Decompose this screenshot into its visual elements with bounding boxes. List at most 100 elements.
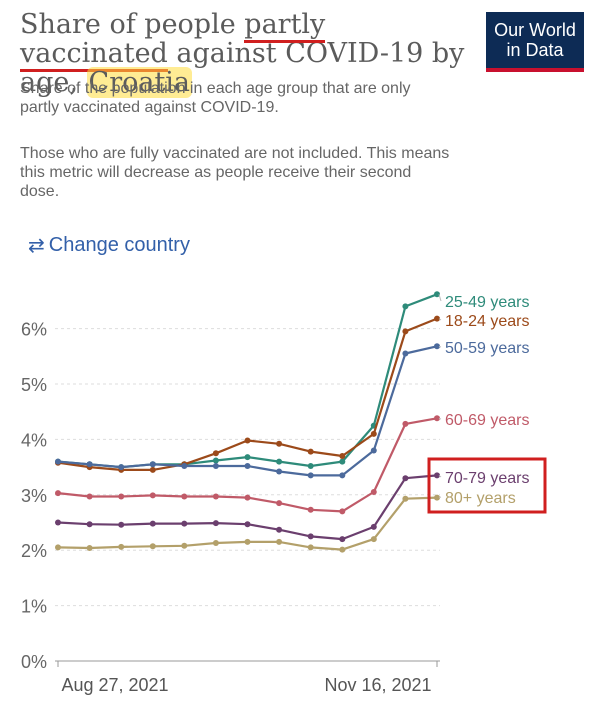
data-point — [307, 533, 314, 540]
data-point — [434, 415, 440, 422]
label-leader — [438, 294, 442, 302]
data-point — [307, 472, 314, 479]
title-part1: Share of people — [20, 9, 245, 40]
data-point — [434, 343, 440, 350]
data-point — [244, 521, 251, 528]
data-point — [402, 475, 409, 482]
data-point — [370, 489, 377, 495]
data-point — [402, 495, 409, 502]
data-point — [244, 437, 251, 444]
data-point — [118, 521, 125, 528]
data-point — [370, 430, 377, 437]
data-point — [339, 508, 346, 515]
data-point — [118, 464, 125, 471]
swap-arrows-icon: ⇄ — [28, 235, 45, 257]
data-point — [212, 540, 219, 546]
data-point — [434, 472, 440, 479]
data-point — [339, 453, 346, 459]
data-point — [276, 440, 283, 447]
data-point — [212, 493, 219, 500]
y-tick-label: 6% — [21, 320, 47, 340]
series-label: 80+ years — [445, 490, 516, 507]
data-point — [276, 526, 283, 533]
owid-logo[interactable]: Our World in Data — [486, 12, 584, 72]
data-point — [244, 454, 251, 461]
chart-subtitle: Share of the population in each age grou… — [20, 80, 411, 116]
data-point — [181, 463, 188, 469]
data-point — [149, 492, 156, 499]
y-tick-label: 3% — [21, 486, 47, 506]
series-label: 25-49 years — [445, 294, 530, 311]
change-country-label: Change country — [48, 234, 190, 256]
data-point — [370, 523, 377, 530]
data-point — [370, 447, 377, 454]
data-point — [339, 546, 346, 553]
data-point — [244, 538, 251, 545]
data-point — [370, 536, 377, 543]
data-point — [434, 291, 440, 298]
series-label: 60-69 years — [445, 412, 530, 429]
data-point — [276, 538, 283, 545]
data-point — [181, 520, 188, 527]
y-tick-label: 4% — [21, 430, 47, 450]
data-point — [181, 493, 188, 500]
label-leader — [438, 475, 442, 478]
data-point — [402, 350, 409, 357]
data-point — [307, 463, 314, 469]
chart-title: Share of people partly vaccinated agains… — [20, 9, 470, 98]
data-point — [307, 506, 314, 513]
data-point — [244, 494, 251, 501]
data-point — [149, 520, 156, 527]
data-point — [244, 463, 251, 469]
y-tick-label: 0% — [21, 652, 47, 672]
data-point — [212, 463, 219, 469]
data-point — [402, 328, 409, 335]
data-point — [86, 521, 93, 528]
y-tick-label: 1% — [21, 597, 47, 617]
title-highlight: partly vaccinated — [20, 9, 326, 72]
series-label: 70-79 years — [445, 470, 530, 487]
data-point — [402, 420, 409, 427]
data-point — [402, 303, 409, 310]
series-label: 18-24 years — [445, 313, 530, 330]
label-leader — [438, 496, 442, 499]
data-point — [434, 315, 440, 322]
label-leader — [438, 417, 442, 420]
logo-line1: Our World — [494, 20, 576, 40]
data-point — [212, 457, 219, 464]
data-point — [149, 461, 156, 468]
data-point — [55, 544, 61, 551]
title-part2: against COVID-19 by age, — [20, 38, 465, 98]
series-label: 50-59 years — [445, 340, 530, 357]
data-point — [86, 545, 93, 551]
data-point — [276, 500, 283, 507]
x-tick-label: Aug 27, 2021 — [61, 675, 168, 695]
data-point — [212, 520, 219, 527]
y-tick-label: 2% — [21, 541, 47, 561]
data-point — [307, 544, 314, 551]
line-chart: 0% 1% 2% 3% 4% 5% 6% Aug 27, 2021 Nov 16, 2021 25… — [21, 291, 547, 695]
data-point — [55, 519, 61, 526]
data-point — [149, 466, 156, 473]
x-tick-label: Nov 16, 2021 — [324, 675, 431, 695]
data-point — [212, 450, 219, 457]
data-point — [55, 490, 61, 497]
data-point — [339, 536, 346, 543]
change-country-button[interactable]: ⇄ Change country — [28, 233, 190, 258]
data-point — [339, 458, 346, 465]
title-country: Croatia — [86, 67, 193, 98]
data-point — [86, 461, 93, 468]
data-point — [339, 472, 346, 479]
data-point — [181, 542, 188, 549]
annotation-box — [427, 457, 547, 514]
data-point — [118, 493, 125, 500]
data-point — [276, 468, 283, 475]
data-point — [307, 448, 314, 455]
label-leader — [438, 318, 442, 321]
chart-note: Those who are fully vaccinated are not i… — [20, 145, 450, 200]
logo-line2: in Data — [506, 40, 564, 60]
data-point — [149, 543, 156, 550]
data-point — [86, 493, 93, 500]
data-point — [276, 458, 283, 465]
y-tick-label: 5% — [21, 375, 47, 395]
